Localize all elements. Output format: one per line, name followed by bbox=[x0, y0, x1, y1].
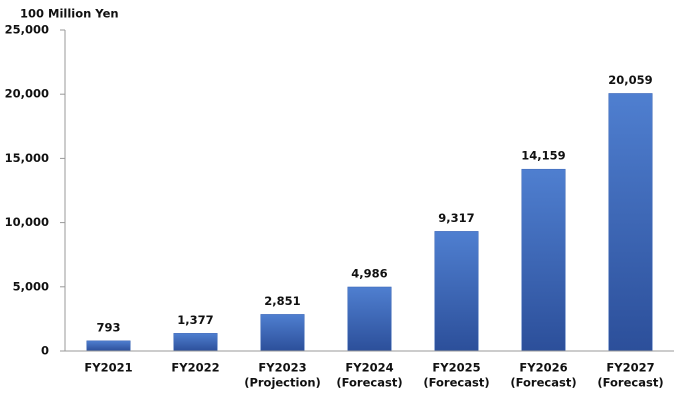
x-tick-label: (Forecast) bbox=[336, 376, 402, 390]
x-tick-label: FY2026 bbox=[519, 361, 567, 375]
bar bbox=[608, 93, 653, 352]
x-tick-label: FY2024 bbox=[345, 361, 393, 375]
value-label: 793 bbox=[96, 320, 120, 334]
y-tick-label: 25,000 bbox=[5, 23, 49, 37]
bar bbox=[434, 231, 479, 352]
y-tick-label: 10,000 bbox=[5, 215, 49, 229]
value-label: 2,851 bbox=[264, 294, 300, 308]
value-label: 14,159 bbox=[521, 149, 565, 163]
x-tick-label: (Forecast) bbox=[423, 376, 489, 390]
x-tick-label: (Projection) bbox=[244, 376, 321, 390]
y-tick-label: 5,000 bbox=[13, 279, 49, 293]
y-tick-label: 20,000 bbox=[5, 87, 49, 101]
value-label: 4,986 bbox=[351, 266, 387, 280]
x-tick-label: FY2021 bbox=[84, 361, 132, 375]
y-axis-label: 100 Million Yen bbox=[20, 7, 119, 21]
bar bbox=[173, 333, 218, 352]
bar bbox=[86, 340, 131, 352]
x-tick-label: FY2022 bbox=[171, 361, 219, 375]
x-tick-label: (Forecast) bbox=[510, 376, 576, 390]
y-tick-label: 0 bbox=[41, 344, 49, 358]
bar bbox=[347, 286, 392, 352]
value-label: 20,059 bbox=[608, 73, 652, 87]
value-label: 1,377 bbox=[177, 313, 213, 327]
x-tick-label: FY2023 bbox=[258, 361, 306, 375]
x-tick-label: (Forecast) bbox=[597, 376, 663, 390]
bar bbox=[260, 314, 305, 352]
value-label: 9,317 bbox=[438, 211, 474, 225]
x-tick-label: FY2027 bbox=[606, 361, 654, 375]
y-tick-label: 15,000 bbox=[5, 151, 49, 165]
bar bbox=[521, 168, 566, 352]
x-tick-label: FY2025 bbox=[432, 361, 480, 375]
